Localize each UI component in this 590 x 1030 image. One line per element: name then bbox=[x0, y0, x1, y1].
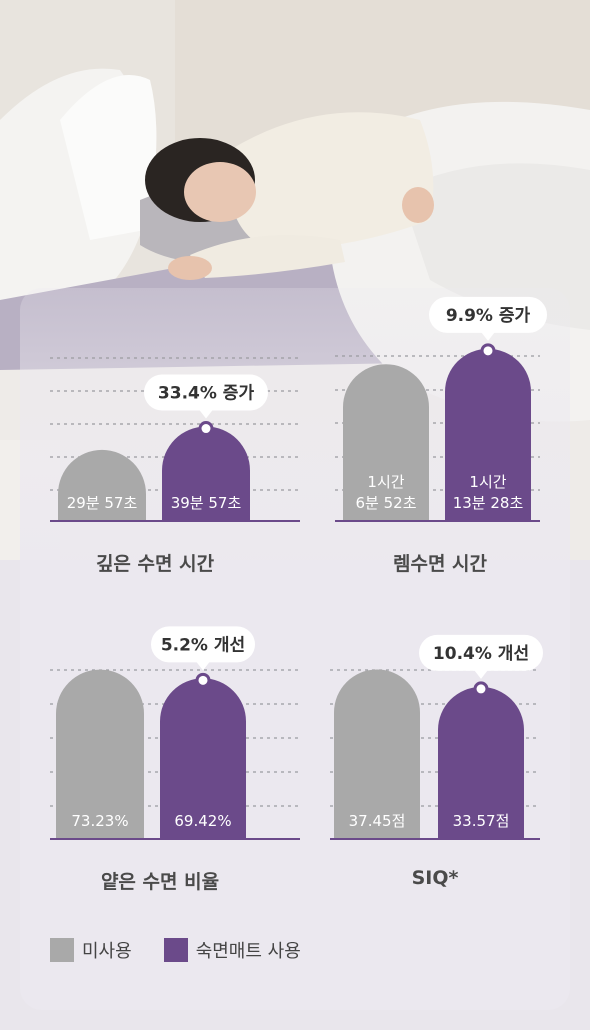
chart-siq-title: SIQ* bbox=[300, 867, 570, 889]
bar-value-label: 6분 52초 bbox=[356, 494, 417, 512]
callout-bubble: 9.9% 증가 bbox=[429, 297, 547, 341]
chart-light-sleep-svg: 73.23% 69.42%5.2% 개선 bbox=[50, 648, 300, 848]
legend-swatch-unused bbox=[50, 938, 74, 962]
bar-value-label: 33.57점 bbox=[453, 812, 510, 830]
bar-value-label: 73.23% bbox=[71, 812, 128, 830]
legend-label-unused: 미사용 bbox=[82, 937, 132, 963]
legend-item-unused: 미사용 bbox=[50, 937, 132, 963]
chart-light-sleep-title: 얕은 수면 비율 bbox=[25, 867, 295, 894]
bar-value-label: 29분 57초 bbox=[67, 494, 138, 512]
bar-value-label: 37.45점 bbox=[349, 812, 406, 830]
chart-light-sleep: 73.23% 69.42% 5.2% 개선 bbox=[50, 648, 300, 848]
bar-value-label: 69.42% bbox=[174, 812, 231, 830]
chart-deep-sleep: 29분 57초 39분 57초 33.4% 증가 bbox=[50, 290, 300, 530]
legend-item-used: 숙면매트 사용 bbox=[164, 937, 301, 963]
marker-dot bbox=[482, 345, 494, 357]
callout-text: 10.4% 개선 bbox=[433, 644, 529, 664]
chart-rem-sleep-title: 렘수면 시간 bbox=[305, 549, 575, 576]
bar-value-label: 1시간 bbox=[469, 473, 506, 491]
marker-dot bbox=[200, 423, 212, 435]
callout-text: 5.2% 개선 bbox=[161, 635, 245, 655]
legend-swatch-used bbox=[164, 938, 188, 962]
chart-deep-sleep-svg: 29분 57초 39분 57초 33.4% 증가 bbox=[50, 290, 300, 530]
callout-text: 33.4% 증가 bbox=[158, 384, 255, 404]
chart-siq: 37.45점 33.57점 10.4% 개선 bbox=[330, 648, 545, 848]
callout-text: 9.9% 증가 bbox=[446, 306, 531, 326]
chart-rem-sleep: 1시간 6분 52초 1시간 13분 28초 9.9% 증가 bbox=[335, 290, 545, 530]
chart-deep-sleep-title: 깊은 수면 시간 bbox=[20, 549, 290, 576]
bar-value-label: 1시간 bbox=[367, 473, 404, 491]
legend-label-used: 숙면매트 사용 bbox=[196, 937, 301, 963]
marker-dot bbox=[475, 683, 487, 695]
legend: 미사용 숙면매트 사용 bbox=[50, 936, 323, 964]
callout-bubble: 33.4% 증가 bbox=[144, 375, 268, 419]
callout-bubble: 5.2% 개선 bbox=[151, 626, 255, 670]
bar-value-label: 13분 28초 bbox=[453, 494, 524, 512]
marker-dot bbox=[197, 674, 209, 686]
callout-bubble: 10.4% 개선 bbox=[419, 635, 543, 679]
bar-value-label: 39분 57초 bbox=[171, 494, 242, 512]
chart-rem-sleep-svg: 1시간 6분 52초 1시간 13분 28초 9.9% 증가 bbox=[335, 290, 545, 530]
